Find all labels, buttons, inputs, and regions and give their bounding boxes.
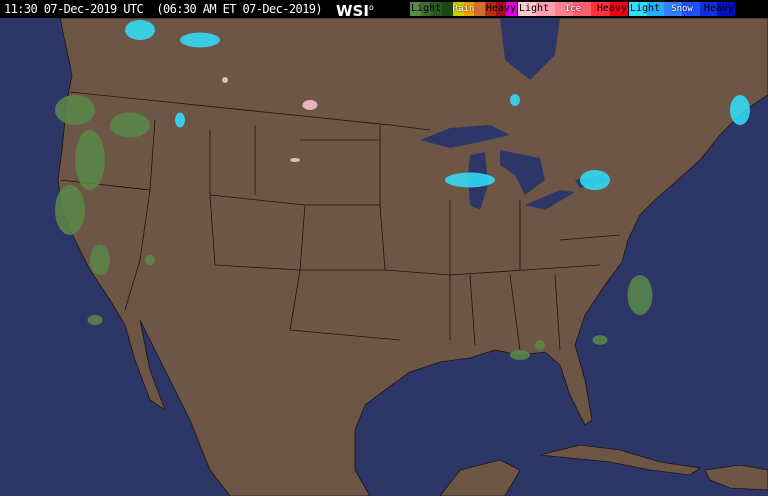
rain-swatches: [410, 2, 518, 16]
snow-echo: [125, 20, 155, 40]
ice-legend-swatch: [554, 2, 573, 16]
snow-swatches: [629, 2, 736, 16]
rain-legend-swatch: [463, 2, 475, 16]
ice-heavy-label: Heavy: [596, 3, 627, 14]
snow-echo: [180, 32, 220, 48]
rain-legend-swatch: [431, 2, 443, 16]
radar-map: [0, 18, 768, 496]
cuba-land: [539, 444, 702, 476]
snow-legend-swatch: [646, 2, 665, 16]
wsi-logo-mark: o: [368, 2, 374, 12]
hudson-bay-water: [500, 18, 560, 80]
rain-echo: [55, 95, 95, 125]
snow-heavy-label: Heavy: [703, 3, 734, 14]
snow-light-label: Light: [630, 3, 661, 14]
rain-legend-swatch: [452, 2, 464, 16]
legend-rain: Light Rain Heavy: [410, 2, 518, 16]
rain-echo: [510, 350, 530, 360]
snow-legend-swatch: [699, 2, 718, 16]
ice-title: Ice: [564, 4, 582, 14]
wsi-logo: WSIo: [336, 0, 374, 20]
rain-legend-swatch: [484, 2, 496, 16]
timestamp: 11:30 07-Dec-2019 UTC (06:30 AM ET 07-De…: [4, 2, 323, 16]
lake-superior: [420, 125, 510, 148]
lake-erie: [525, 190, 575, 210]
snow-legend-swatch: [682, 2, 700, 16]
snow-echo: [445, 172, 495, 188]
rain-echo: [87, 315, 103, 325]
yucatan-land: [439, 459, 521, 496]
hispaniola-land: [704, 464, 768, 491]
ice-echo: [222, 77, 228, 83]
rain-echo: [592, 335, 608, 345]
rain-echo: [110, 112, 150, 138]
rain-echo: [55, 185, 85, 235]
rain-labels: Light Rain Heavy: [410, 2, 517, 16]
ice-swatches: [518, 2, 628, 16]
rain-light-label: Light: [411, 3, 442, 14]
rain-legend-swatch: [410, 2, 421, 16]
snow-echo: [580, 170, 610, 190]
snow-legend-swatch: [629, 2, 647, 16]
ice-legend-swatch: [591, 2, 610, 16]
wsi-logo-text: WSI: [335, 1, 369, 20]
state-borders: [59, 91, 621, 351]
snow-legend-swatch: [717, 2, 736, 16]
rain-echo: [535, 340, 545, 350]
rain-legend-swatch: [506, 2, 518, 16]
ice-legend-swatch: [609, 2, 628, 16]
rain-title: Rain: [452, 4, 475, 14]
ice-labels: Light Ice Heavy: [518, 2, 628, 16]
rain-legend-swatch: [442, 2, 453, 16]
precipitation-layer: [55, 20, 750, 360]
rain-echo: [627, 275, 653, 315]
rain-legend-swatch: [495, 2, 507, 16]
ice-legend-swatch: [572, 2, 592, 16]
rain-echo: [75, 130, 105, 190]
snow-echo: [730, 95, 750, 125]
snow-echo: [510, 94, 520, 106]
snow-echo: [175, 112, 185, 128]
rain-legend-swatch: [474, 2, 485, 16]
rain-echo: [90, 245, 110, 275]
rain-heavy-label: Heavy: [485, 3, 516, 14]
snow-title: Snow: [671, 4, 693, 14]
ice-echo: [302, 100, 318, 110]
snow-legend-swatch: [664, 2, 683, 16]
legend-snow: Light Snow Heavy: [629, 2, 736, 16]
rain-legend-swatch: [420, 2, 432, 16]
header-bar: 11:30 07-Dec-2019 UTC (06:30 AM ET 07-De…: [0, 0, 768, 20]
lake-huron: [500, 150, 545, 195]
ice-echo: [290, 158, 300, 162]
ice-light-label: Light: [519, 3, 550, 14]
rain-echo: [145, 255, 155, 265]
north-america-land: [57, 18, 768, 496]
ice-legend-swatch: [518, 2, 537, 16]
legend-ice: Light Ice Heavy: [518, 2, 628, 16]
ice-legend-swatch: [536, 2, 555, 16]
snow-labels: Light Snow Heavy: [629, 2, 735, 16]
